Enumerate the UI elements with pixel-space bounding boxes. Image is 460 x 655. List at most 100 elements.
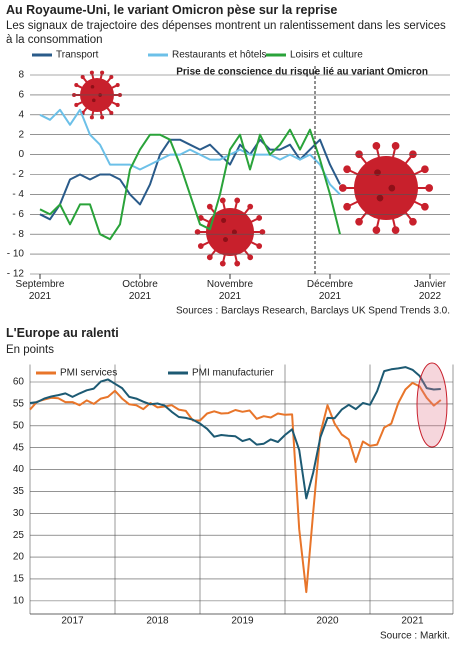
x-tick-label: 2018 [146, 616, 169, 627]
legend-label: PMI manufacturier [192, 368, 274, 379]
x-tick-label: 2019 [231, 616, 254, 627]
virus-knob [219, 260, 226, 267]
chart-title: Au Royaume-Uni, le variant Omicron pèse … [6, 3, 338, 17]
virus-knob [74, 83, 79, 88]
y-tick-label: 6 [18, 90, 24, 101]
y-tick-label: 25 [13, 530, 25, 541]
x-tick-label: Septembre 2021 [16, 279, 65, 302]
y-tick-label: 10 [13, 596, 25, 607]
chart-subtitle: Les signaux de trajectoire des dépenses … [6, 20, 446, 46]
virus-knob [409, 217, 417, 226]
source: Source : Markit. [380, 631, 450, 642]
y-tick-label: 40 [13, 464, 25, 475]
x-tick-label: Novembre 2021 [207, 279, 254, 302]
series-line [29, 366, 441, 500]
virus-knob [89, 115, 94, 120]
virus-icon [338, 142, 434, 234]
virus-knob [391, 226, 400, 234]
legend-label: PMI services [60, 368, 117, 379]
x-tick-label-line: Décembre [307, 279, 354, 290]
virus-knob [100, 70, 105, 75]
virus-knob [256, 215, 263, 221]
virus-knob [421, 165, 429, 174]
virus-knob [80, 75, 85, 80]
legend-label: Loisirs et culture [290, 50, 363, 61]
virus-knob [259, 229, 266, 235]
y-tick-label: 4 [18, 109, 24, 120]
x-tick-label-line: 2022 [419, 291, 442, 302]
virus-knob [197, 243, 204, 249]
series-line [39, 108, 341, 196]
x-tick-label-line: 2021 [29, 291, 52, 302]
virus-knob [206, 254, 213, 261]
chart-title: L'Europe au ralenti [6, 326, 119, 340]
x-tick-label: 2021 [401, 616, 424, 627]
virus-knob [194, 229, 201, 235]
x-tick-label: Janvier 2022 [414, 279, 447, 302]
series-line [39, 128, 341, 241]
y-tick-label: - 12 [7, 269, 25, 280]
virus-spot [221, 217, 227, 223]
y-tick-label: 8 [18, 70, 24, 81]
series-line [39, 138, 341, 221]
x-tick-label-line: Janvier [414, 279, 447, 290]
virus-knob [115, 83, 120, 88]
virus-knob [355, 217, 363, 226]
virus-knob [391, 142, 400, 150]
virus-knob [372, 226, 381, 234]
virus-knob [425, 184, 434, 192]
virus-knob [234, 197, 241, 204]
y-tick-label: 60 [13, 377, 25, 388]
y-tick-label: 2 [18, 129, 24, 140]
virus-body [206, 208, 254, 256]
y-tick-label: 35 [13, 486, 25, 497]
y-tick-label: 30 [13, 508, 25, 519]
highlight [416, 362, 448, 448]
virus-knob [355, 150, 363, 159]
x-tick-label-line: 2021 [319, 291, 342, 302]
legend-label: Restaurants et hôtels [172, 50, 267, 61]
virus-knob [338, 184, 347, 192]
virus-spot [388, 184, 396, 192]
y-tick-label: - 10 [7, 249, 25, 260]
virus-knob [89, 70, 94, 75]
x-tick-label-line: 2021 [219, 291, 242, 302]
virus-spot [92, 98, 96, 103]
chart-subtitle: En points [6, 344, 54, 356]
virus-knob [109, 110, 114, 115]
y-tick-label: - 4 [12, 189, 24, 200]
x-tick-label-line: Novembre [207, 279, 254, 290]
x-tick-label: Décembre 2021 [307, 279, 354, 302]
virus-knob [256, 243, 263, 249]
virus-knob [247, 254, 254, 261]
x-tick-label: 2020 [316, 616, 339, 627]
x-tick-label: 2017 [61, 616, 84, 627]
y-tick-label: 0 [18, 149, 24, 160]
virus-spot [231, 229, 237, 235]
virus-knob [421, 202, 429, 211]
virus-knob [343, 165, 351, 174]
x-tick-label-line: Septembre [16, 279, 65, 290]
virus-knob [109, 75, 114, 80]
x-tick-label-line: Octobre [122, 279, 158, 290]
y-tick-label: - 6 [12, 209, 24, 220]
y-tick-label: 15 [13, 574, 25, 585]
source: Sources : Barclays Research, Barclays UK… [176, 306, 450, 317]
virus-knob [219, 197, 226, 204]
virus-spot [223, 237, 228, 242]
virus-knob [234, 260, 241, 267]
virus-knob [247, 203, 254, 210]
x-tick-label-line: 2021 [129, 291, 152, 302]
x-tick-label: Octobre 2021 [122, 279, 158, 302]
series-line [29, 381, 442, 594]
virus-spot [376, 194, 384, 202]
annotation: Prise de conscience du risque lié au var… [176, 67, 428, 78]
y-tick-label: 20 [13, 552, 25, 563]
y-tick-label: 45 [13, 442, 25, 453]
virus-spot [374, 169, 381, 176]
virus-knob [100, 115, 105, 120]
legend-label: Transport [56, 50, 99, 61]
virus-knob [409, 150, 417, 159]
